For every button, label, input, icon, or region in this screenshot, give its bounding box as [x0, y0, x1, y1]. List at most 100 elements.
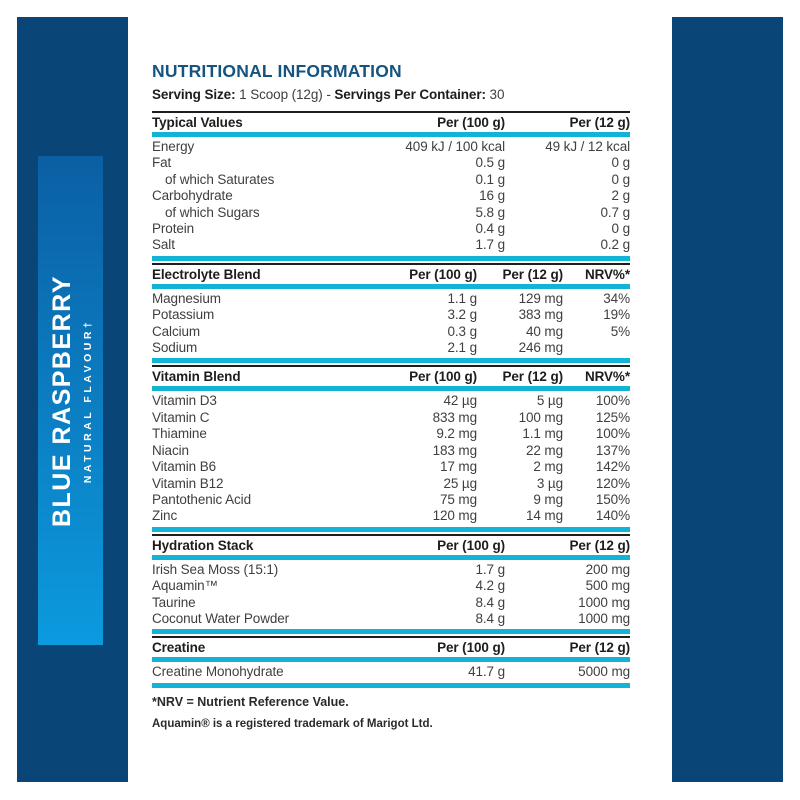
table-row: Vitamin B6 17 mg 2 mg 142% [152, 459, 630, 475]
value-per-100g: 41.7 g [468, 664, 505, 680]
nutrient-label: Fat [152, 155, 172, 171]
flavor-name: BLUE RASPBERRY [47, 274, 76, 527]
servings-per-container-label: Servings Per Container: [334, 87, 486, 102]
column-header-per-100g: Per (100 g) [437, 115, 505, 130]
value-per-12g: 22 mg [525, 442, 563, 458]
value-per-12g: 500 mg [585, 578, 630, 594]
value-per-12g: 383 mg [518, 307, 563, 323]
nutrient-label: Zinc [152, 508, 178, 524]
value-per-12g: 0 g [611, 221, 630, 237]
column-header-nrv: NRV%* [584, 369, 630, 385]
section-electrolyte-blend: Electrolyte Blend Per (100 g) Per (12 g) NR… [152, 262, 630, 364]
section-end-bar [152, 682, 630, 688]
header-divider-bar [152, 132, 630, 137]
table-row: Vitamin D3 42 µg 5 µg 100% [152, 393, 630, 409]
value-per-100g: 8.4 g [475, 610, 505, 626]
value-per-12g: 5 µg [536, 393, 563, 409]
section-creatine: Creatine Per (100 g) Per (12 g) Creatine Mo… [152, 636, 630, 688]
value-per-100g: 120 mg [432, 508, 477, 524]
nutrient-label: Coconut Water Powder [152, 610, 290, 626]
serving-size-value: 1 Scoop (12g) [239, 87, 323, 102]
nutrient-label: Sodium [152, 340, 198, 356]
table-row: Salt 1.7 g 0.2 g [152, 237, 630, 253]
value-per-12g: 49 kJ / 12 kcal [545, 139, 630, 154]
value-per-100g: 3.2 g [447, 307, 477, 323]
nrv-value: 34% [603, 290, 630, 306]
nutrient-label: Energy [152, 139, 195, 154]
value-per-12g: 0 g [611, 171, 630, 187]
section-end-bar [152, 629, 630, 635]
serving-separator: - [326, 87, 331, 102]
value-per-100g: 1.1 g [447, 290, 477, 306]
nutrient-label: Pantothenic Acid [152, 491, 251, 507]
nutrient-label: Vitamin B12 [152, 475, 224, 491]
table-row: Thiamine 9.2 mg 1.1 mg 100% [152, 426, 630, 442]
nutrient-label: Vitamin D3 [152, 393, 217, 409]
value-per-100g: 0.3 g [447, 323, 477, 339]
table-row: Sodium 2.1 g 246 mg [152, 340, 630, 356]
value-per-12g: 0.2 g [600, 237, 630, 253]
table-row: Zinc 120 mg 14 mg 140% [152, 508, 630, 524]
section-rows: Creatine Monohydrate 41.7 g 5000 mg [152, 662, 630, 682]
section-rows: Irish Sea Moss (15:1) 1.7 g 200 mg Aquamin™… [152, 560, 630, 630]
value-per-12g: 0 g [611, 155, 630, 171]
table-row: of which Saturates 0.1 g 0 g [152, 172, 630, 188]
nutrient-label: Creatine Monohydrate [152, 664, 284, 680]
nrv-value: 150% [595, 491, 630, 507]
nutrient-label: Niacin [152, 442, 189, 458]
section-rows: Energy 409 kJ / 100 kcal 49 kJ / 12 kcal Fa… [152, 137, 630, 256]
value-per-100g: 8.4 g [475, 594, 505, 610]
nrv-value: 100% [595, 426, 630, 442]
table-row: Pantothenic Acid 75 mg 9 mg 150% [152, 492, 630, 508]
nrv-value: 19% [603, 307, 630, 323]
nutrient-label: Salt [152, 237, 175, 253]
table-row: Coconut Water Powder 8.4 g 1000 mg [152, 611, 630, 627]
value-per-100g: 42 µg [443, 393, 477, 409]
nrv-value: 100% [595, 393, 630, 409]
nutrient-label: Vitamin B6 [152, 459, 217, 475]
section-title: Vitamin Blend [152, 369, 241, 385]
value-per-12g: 200 mg [585, 561, 630, 577]
nrv-value: 120% [595, 475, 630, 491]
value-per-12g: 1.1 mg [522, 426, 563, 442]
section-end-bar [152, 358, 630, 364]
section-typical-values: Typical Values Per (100 g) Per (12 g) Energ… [152, 111, 630, 261]
value-per-100g: 9.2 mg [436, 426, 477, 442]
table-row: Taurine 8.4 g 1000 mg [152, 595, 630, 611]
value-per-100g: 0.5 g [475, 155, 505, 171]
section-header: Typical Values Per (100 g) Per (12 g) [152, 111, 630, 132]
value-per-100g: 183 mg [432, 442, 477, 458]
nutrient-label: of which Saturates [165, 171, 275, 187]
section-rows: Vitamin D3 42 µg 5 µg 100% Vitamin C 833 mg 10… [152, 391, 630, 526]
nrv-value [563, 340, 630, 356]
nutrient-label: Taurine [152, 594, 196, 610]
serving-line: Serving Size: 1 Scoop (12g) - Servings P… [152, 87, 630, 102]
value-per-100g: 409 kJ / 100 kcal [405, 139, 505, 154]
section-title: Typical Values [152, 115, 243, 130]
section-rows: Magnesium 1.1 g 129 mg 34% Potassium 3.2 g 383… [152, 289, 630, 359]
header-divider-bar [152, 386, 630, 392]
value-per-12g: 40 mg [525, 323, 563, 339]
value-per-12g: 5000 mg [578, 664, 630, 680]
nrv-value: 137% [595, 442, 630, 458]
nutrient-label: Potassium [152, 307, 215, 323]
table-row: Potassium 3.2 g 383 mg 19% [152, 307, 630, 323]
nrv-value: 140% [595, 508, 630, 524]
value-per-100g: 0.4 g [475, 221, 505, 237]
table-row: Creatine Monohydrate 41.7 g 5000 mg [152, 664, 630, 680]
header-divider-bar [152, 283, 630, 289]
table-row: Magnesium 1.1 g 129 mg 34% [152, 291, 630, 307]
flavor-panel: BLUE RASPBERRY NATURAL FLAVOUR† [38, 156, 103, 645]
nutrient-label: Irish Sea Moss (15:1) [152, 561, 279, 577]
nutrient-label: Calcium [152, 323, 201, 339]
page-title: NUTRITIONAL INFORMATION [152, 61, 402, 81]
nutrient-label: Magnesium [152, 290, 221, 306]
section-end-bar [152, 526, 630, 532]
nutrient-label: Carbohydrate [152, 188, 233, 204]
flavor-subtitle: NATURAL FLAVOUR† [81, 318, 94, 483]
section-header: Vitamin Blend Per (100 g) Per (12 g) NRV%* [152, 365, 630, 386]
column-header-per-100g: Per (100 g) [437, 640, 505, 656]
nrv-value: 5% [610, 323, 630, 339]
value-per-12g: 0.7 g [600, 204, 630, 220]
value-per-12g: 100 mg [518, 409, 563, 425]
